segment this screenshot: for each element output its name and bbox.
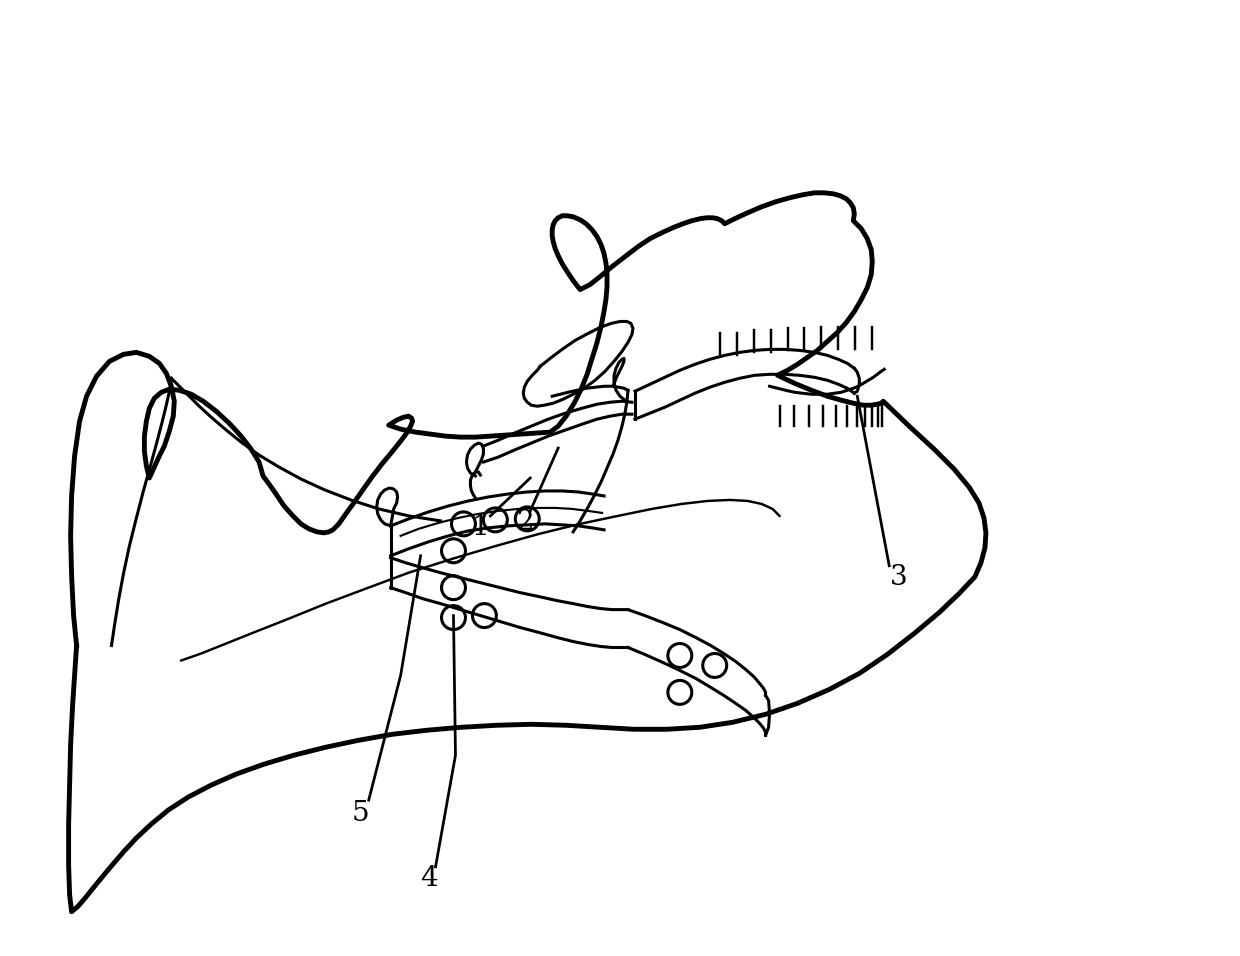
Text: 2: 2 — [517, 510, 534, 536]
Text: 3: 3 — [890, 564, 908, 591]
Text: 4: 4 — [420, 865, 438, 892]
Text: 1: 1 — [471, 514, 490, 541]
Text: 5: 5 — [352, 799, 370, 827]
